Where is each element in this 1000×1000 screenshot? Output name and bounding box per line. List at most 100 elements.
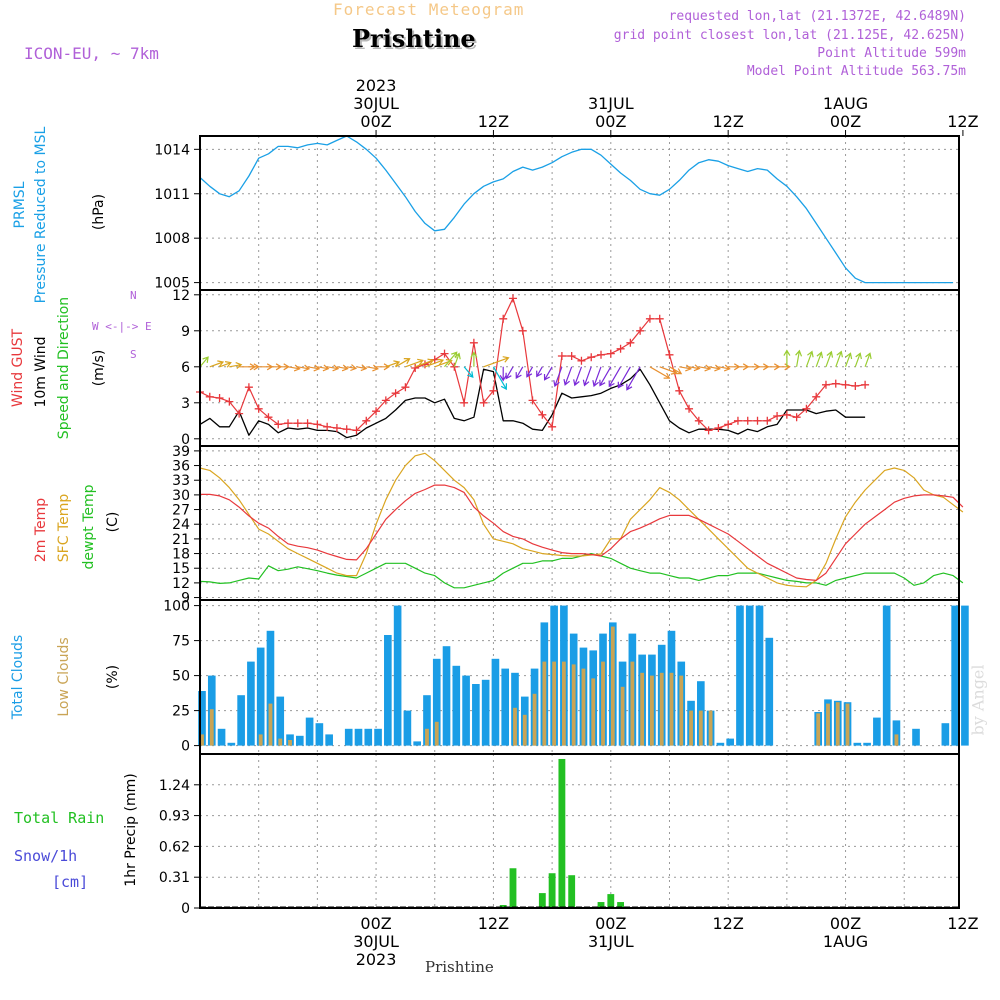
wind-gust-marker [313, 420, 322, 429]
top-time-label: 12Z [478, 112, 509, 131]
low-cloud-bar [816, 713, 821, 746]
sfc-temp-line [199, 452, 964, 588]
pressure-tick-label: 1011 [154, 187, 190, 203]
rain-bar [617, 902, 625, 908]
wind-gust-marker [235, 409, 244, 418]
total-cloud-bar [912, 728, 920, 746]
wind-gust-marker [645, 314, 654, 323]
wind-direction-arrow [385, 360, 401, 368]
low-cloud-bar [513, 707, 517, 746]
wind-gust-marker [479, 398, 488, 407]
top-time-label: 12Z [947, 112, 978, 131]
total-cloud-bar [951, 605, 959, 746]
wind-gust-marker [489, 386, 498, 395]
wind-gust-marker [841, 380, 850, 389]
wind-direction-arrow [483, 356, 510, 368]
low-cloud-bar [552, 661, 557, 746]
wind-gust-marker [704, 426, 713, 435]
low-cloud-bar [640, 672, 645, 746]
pressure-tick-label: 1005 [154, 276, 190, 292]
pressure-unit: (hPa) [91, 193, 107, 231]
rain-bar [568, 875, 576, 908]
pressure-tick-label: 1014 [154, 142, 190, 158]
wind-direction-arrow [617, 366, 631, 389]
wind-direction-arrow [844, 352, 853, 368]
total-cloud-bar [354, 728, 363, 746]
wind-direction-arrow [405, 358, 424, 368]
bottom-time-label: 00Z [360, 914, 391, 933]
wind-gust-marker [538, 410, 547, 419]
wind-direction-arrow [297, 364, 311, 372]
low-cloud-bar [522, 714, 527, 746]
wind-gust-marker [362, 416, 371, 425]
wind-direction-arrow [669, 366, 683, 375]
total-cloud-bar [423, 695, 431, 746]
low-cloud-bar [581, 668, 586, 746]
wind-gust-marker [460, 398, 469, 407]
wind-gust-marker [763, 416, 772, 425]
wind-direction-arrow [679, 364, 692, 372]
pressure-label-2: Pressure Reduced to MSL [33, 126, 49, 304]
wind-direction-arrow [795, 349, 803, 367]
wind-direction-arrow [505, 366, 514, 380]
total-cloud-bar [227, 742, 236, 746]
wind-gust-marker [293, 419, 302, 428]
total-cloud-bar [217, 728, 226, 746]
temp-unit: (C) [105, 511, 121, 533]
precipitation-tick-label: 0.31 [159, 870, 190, 886]
wind-gust-marker [411, 364, 420, 372]
grid-layer [200, 136, 959, 909]
wind-gust-marker [548, 422, 557, 431]
wind-gust-marker [215, 394, 224, 402]
temp-sfc-label: SFC Temp [56, 493, 72, 563]
bottom-time-label: 1AUG [823, 932, 868, 951]
wind-direction-arrow [599, 366, 612, 387]
top-time-label: 1AUG [823, 94, 868, 113]
wind-gust-marker [508, 294, 517, 303]
wind-10m-label: 10m Wind [33, 336, 49, 408]
wind-direction-arrow [219, 361, 232, 368]
clouds-tick-label: 100 [163, 599, 190, 615]
total-cloud-bar [393, 605, 402, 746]
wind-gust-marker [851, 382, 860, 390]
temperature-tick-label: 24 [172, 517, 190, 533]
requested-coords: requested lon,lat (21.1372E, 42.6489N) [668, 9, 966, 24]
wind-gust-marker [469, 338, 478, 347]
low-cloud-bar [826, 703, 830, 746]
wind-gust-marker [264, 413, 273, 422]
low-clouds-label: Low Clouds [56, 637, 72, 717]
wind-direction-arrow [626, 366, 641, 391]
wind-direction-arrow [688, 364, 701, 372]
model-altitude: Model Point Altitude 563.75m [746, 64, 966, 79]
temp-dew-label: dewpt Temp [81, 484, 97, 570]
wind-direction-arrow [356, 364, 368, 372]
low-cloud-bar [258, 734, 263, 746]
precipitation-tick-label: 0.62 [159, 839, 190, 855]
low-cloud-bar [200, 734, 204, 746]
watermark: by Angel [968, 664, 988, 736]
wind-gust-marker [694, 416, 703, 425]
rain-bar [558, 758, 566, 908]
low-cloud-bar [835, 702, 840, 746]
total-cloud-bar [491, 658, 500, 746]
precipitation-tick-label: 0 [181, 901, 190, 917]
precipitation-frame [199, 753, 960, 909]
wind-gust-marker [782, 410, 791, 419]
wind-gust-label: Wind GUST [10, 328, 26, 408]
total-cloud-bar [256, 647, 265, 746]
bottom-time-label: 00Z [830, 914, 861, 933]
wind-direction-arrow [718, 364, 731, 372]
wind-gust-marker [597, 350, 606, 359]
bottom-time-label: 30JUL [353, 932, 399, 951]
low-cloud-bar [278, 738, 283, 746]
wind-gust-marker [244, 383, 253, 392]
wind-direction-arrow [543, 366, 553, 381]
total-cloud-bar [384, 635, 392, 746]
total-rain-label: Total Rain [14, 809, 105, 827]
rain-bar [597, 902, 605, 908]
wind-direction-arrow [582, 366, 592, 387]
total-cloud-bar [501, 668, 510, 746]
wind-direction-arrow [327, 364, 340, 372]
low-cloud-bar [532, 693, 537, 746]
